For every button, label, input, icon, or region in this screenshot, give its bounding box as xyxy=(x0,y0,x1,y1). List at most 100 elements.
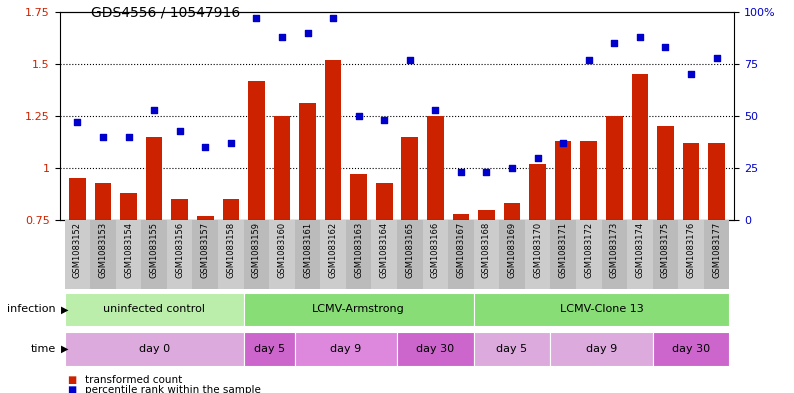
Bar xyxy=(631,74,648,220)
Text: uninfected control: uninfected control xyxy=(103,305,205,314)
Bar xyxy=(244,332,295,365)
Point xyxy=(429,107,441,113)
Bar xyxy=(299,103,316,220)
Point xyxy=(634,34,646,40)
Text: GSM1083171: GSM1083171 xyxy=(559,222,568,278)
Text: GSM1083172: GSM1083172 xyxy=(584,222,593,278)
Point xyxy=(173,127,186,134)
Text: GSM1083170: GSM1083170 xyxy=(533,222,542,278)
Text: GSM1083159: GSM1083159 xyxy=(252,222,261,278)
Bar xyxy=(627,220,653,289)
Text: GSM1083177: GSM1083177 xyxy=(712,222,721,278)
Text: GSM1083166: GSM1083166 xyxy=(431,222,440,278)
Point xyxy=(582,57,595,63)
Text: day 5: day 5 xyxy=(253,344,285,354)
Point xyxy=(710,55,723,61)
Bar xyxy=(146,137,163,220)
Bar xyxy=(657,127,674,220)
Text: GSM1083168: GSM1083168 xyxy=(482,222,491,278)
Bar xyxy=(678,220,703,289)
Bar xyxy=(602,220,627,289)
Point xyxy=(301,29,314,36)
Bar xyxy=(530,164,546,220)
Bar xyxy=(372,220,397,289)
Bar xyxy=(269,220,295,289)
Text: GSM1083169: GSM1083169 xyxy=(507,222,517,278)
Bar xyxy=(397,220,422,289)
Bar xyxy=(478,210,495,220)
Text: day 0: day 0 xyxy=(139,344,170,354)
Bar xyxy=(141,220,167,289)
Text: time: time xyxy=(30,344,56,354)
Text: day 30: day 30 xyxy=(672,344,710,354)
Bar xyxy=(248,81,264,220)
Bar xyxy=(350,174,367,220)
Bar xyxy=(653,332,730,365)
Point xyxy=(659,44,672,50)
Text: GSM1083157: GSM1083157 xyxy=(201,222,210,278)
Text: GSM1083155: GSM1083155 xyxy=(149,222,159,278)
Text: GSM1083163: GSM1083163 xyxy=(354,222,363,278)
Bar xyxy=(525,220,550,289)
Text: GSM1083175: GSM1083175 xyxy=(661,222,670,278)
Text: LCMV-Armstrong: LCMV-Armstrong xyxy=(312,305,405,314)
Text: day 30: day 30 xyxy=(416,344,454,354)
Bar xyxy=(474,220,499,289)
Point xyxy=(608,40,621,46)
Text: GSM1083160: GSM1083160 xyxy=(277,222,287,278)
Text: ▶: ▶ xyxy=(61,305,68,314)
Bar xyxy=(499,220,525,289)
Text: GSM1083152: GSM1083152 xyxy=(73,222,82,278)
Bar xyxy=(474,293,730,326)
Point xyxy=(353,113,365,119)
Point xyxy=(557,140,569,146)
Bar xyxy=(550,220,576,289)
Bar xyxy=(448,220,474,289)
Bar xyxy=(576,220,602,289)
Bar xyxy=(422,220,448,289)
Bar xyxy=(708,143,725,220)
Text: ▶: ▶ xyxy=(61,344,68,354)
Text: day 5: day 5 xyxy=(496,344,527,354)
Point xyxy=(454,169,467,175)
Bar xyxy=(397,332,474,365)
Text: GSM1083174: GSM1083174 xyxy=(635,222,645,278)
Point xyxy=(199,144,212,150)
Bar xyxy=(91,220,116,289)
Bar xyxy=(606,116,622,220)
Bar xyxy=(116,220,141,289)
Bar xyxy=(653,220,678,289)
Point xyxy=(506,165,518,171)
Point xyxy=(327,15,340,21)
Bar xyxy=(376,183,392,220)
Text: GSM1083153: GSM1083153 xyxy=(98,222,107,278)
Point xyxy=(403,57,416,63)
Text: day 9: day 9 xyxy=(586,344,617,354)
Text: GSM1083161: GSM1083161 xyxy=(303,222,312,278)
Bar xyxy=(222,199,239,220)
Bar xyxy=(120,193,137,220)
Bar xyxy=(580,141,597,220)
Bar xyxy=(192,220,218,289)
Bar xyxy=(295,220,320,289)
Bar xyxy=(197,216,214,220)
Bar xyxy=(274,116,291,220)
Bar xyxy=(244,293,474,326)
Bar xyxy=(427,116,444,220)
Point xyxy=(378,117,391,123)
Bar xyxy=(683,143,700,220)
Point xyxy=(531,154,544,161)
Text: GSM1083167: GSM1083167 xyxy=(457,222,465,278)
Text: percentile rank within the sample: percentile rank within the sample xyxy=(85,385,261,393)
Point xyxy=(225,140,237,146)
Bar xyxy=(453,214,469,220)
Point xyxy=(480,169,493,175)
Bar xyxy=(320,220,346,289)
Text: ■: ■ xyxy=(67,385,77,393)
Point xyxy=(71,119,84,125)
Text: ■: ■ xyxy=(67,375,77,386)
Bar xyxy=(503,204,520,220)
Text: GSM1083176: GSM1083176 xyxy=(687,222,696,278)
Text: GSM1083173: GSM1083173 xyxy=(610,222,619,278)
Bar xyxy=(325,60,341,220)
